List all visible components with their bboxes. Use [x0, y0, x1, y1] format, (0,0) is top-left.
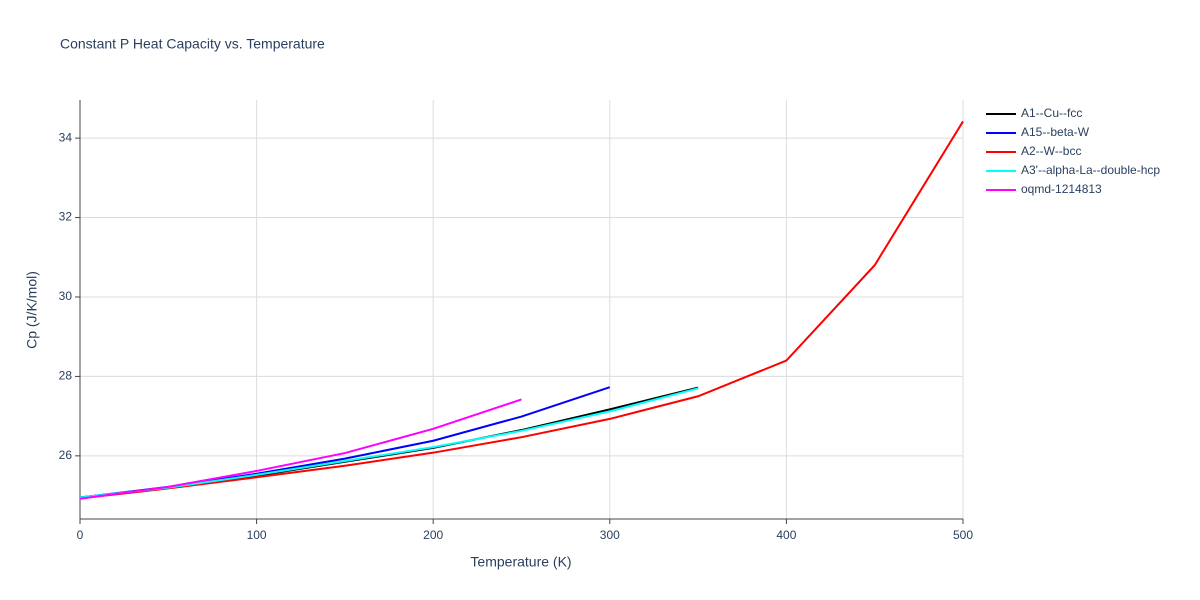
line-series	[79, 120, 964, 500]
y-tick-label: 26	[59, 448, 73, 462]
y-tick-label: 30	[59, 289, 73, 303]
chart-title: Constant P Heat Capacity vs. Temperature	[60, 36, 325, 52]
x-axis-label: Temperature (K)	[470, 554, 571, 570]
legend-label: oqmd-1214813	[1021, 182, 1102, 196]
line-series	[79, 398, 522, 500]
y-tick-label: 28	[59, 369, 73, 383]
x-tick-label: 300	[600, 528, 620, 542]
legend-label: A3'--alpha-La--double-hcp	[1021, 163, 1160, 177]
x-tick-label: 500	[953, 528, 973, 542]
x-tick-label: 400	[776, 528, 796, 542]
x-tick-label: 100	[247, 528, 267, 542]
legend-label: A15--beta-W	[1021, 125, 1090, 139]
line-series	[79, 386, 699, 499]
y-axis-label: Cp (J/K/mol)	[24, 271, 40, 349]
y-tick-label: 32	[59, 210, 73, 224]
x-tick-label: 0	[77, 528, 84, 542]
x-tick-label: 200	[423, 528, 443, 542]
legend-label: A1--Cu--fcc	[1021, 106, 1082, 120]
legend-label: A2--W--bcc	[1021, 144, 1081, 158]
line-series	[79, 386, 611, 499]
y-tick-label: 34	[59, 130, 73, 144]
line-series	[79, 387, 699, 499]
